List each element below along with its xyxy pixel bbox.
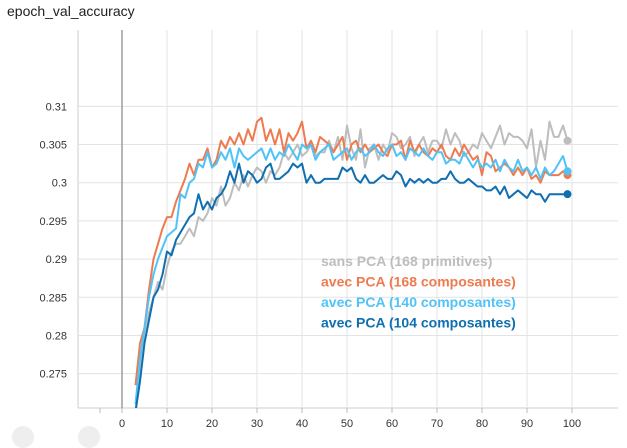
x-tick-label: 80 xyxy=(476,418,488,430)
y-tick-label: 0.305 xyxy=(39,140,67,152)
toolbar-ghost-button[interactable] xyxy=(78,426,100,448)
series-end-point-3 xyxy=(563,167,572,176)
y-tick-label: 0.28 xyxy=(46,330,67,342)
x-tick-label: 30 xyxy=(251,418,263,430)
series-end-point-1 xyxy=(563,136,572,145)
y-tick-label: 0.3 xyxy=(52,178,67,190)
series-line-4 xyxy=(135,162,568,408)
series-line-3 xyxy=(134,143,569,405)
x-tick-label: 40 xyxy=(296,418,308,430)
chart-title: epoch_val_accuracy xyxy=(7,3,135,19)
toolbar-ghost-button[interactable] xyxy=(12,426,34,448)
legend-entry-2: avec PCA (168 composantes) xyxy=(321,274,516,290)
y-tick-label: 0.31 xyxy=(46,101,67,113)
series-line-1 xyxy=(134,120,569,408)
y-tick-label: 0.285 xyxy=(39,292,67,304)
y-tick-label: 0.295 xyxy=(39,216,67,228)
x-tick-label: 0 xyxy=(119,418,125,430)
axis-layer: 0.275 0.28 0.285 0.29 0.295 0.3 0.305 0.31 0 10 20… xyxy=(39,101,581,430)
x-tick-label: 50 xyxy=(341,418,353,430)
legend-entry-1: sans PCA (168 primitives) xyxy=(321,253,492,269)
x-tick-label: 60 xyxy=(386,418,398,430)
x-tick-label: 90 xyxy=(521,418,533,430)
chart-plot: 0.275 0.28 0.285 0.29 0.295 0.3 0.305 0.31 0 10 20… xyxy=(39,30,618,430)
y-tick-label: 0.275 xyxy=(39,369,67,381)
x-tick-label: 100 xyxy=(563,418,581,430)
grid-layer xyxy=(77,30,618,413)
series-layer xyxy=(134,116,572,408)
x-tick-label: 10 xyxy=(161,418,173,430)
legend: sans PCA (168 primitives) avec PCA (168 c… xyxy=(321,253,516,331)
legend-entry-4: avec PCA (104 composantes) xyxy=(321,315,516,331)
series-line-2 xyxy=(134,116,569,386)
series-end-point-4 xyxy=(563,190,572,199)
y-tick-label: 0.29 xyxy=(46,254,67,266)
x-tick-label: 70 xyxy=(431,418,443,430)
x-tick-label: 20 xyxy=(206,418,218,430)
legend-entry-3: avec PCA (140 composantes) xyxy=(321,294,516,310)
